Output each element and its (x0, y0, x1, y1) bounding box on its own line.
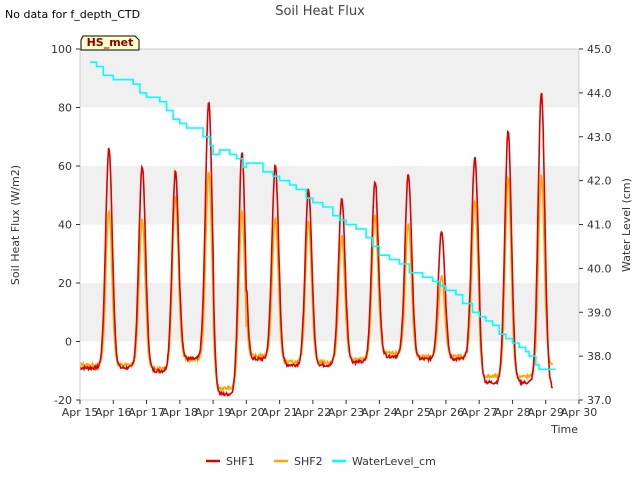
x-tick-label: Apr 19 (195, 406, 232, 419)
y-axis-label: Soil Heat Flux (W/m2) (9, 165, 22, 285)
x-tick-label: Apr 28 (494, 406, 531, 419)
y-tick-label: 0 (65, 336, 72, 349)
series-line-waterlevel (90, 61, 556, 371)
x-tick-label: Apr 20 (228, 406, 265, 419)
x-tick-label: Apr 29 (527, 406, 564, 419)
x-tick-label: Apr 24 (361, 406, 398, 419)
y-tick-label: 80 (58, 102, 72, 115)
background-bands (80, 49, 579, 400)
y2-tick-label: 42.0 (587, 175, 612, 188)
band-80 (80, 49, 579, 108)
band-60 (80, 107, 579, 166)
y-tick-label: -20 (54, 394, 72, 407)
y2-tick-label: 40.0 (587, 262, 612, 275)
x-tick-label: Apr 26 (428, 406, 465, 419)
y2-tick-label: 41.0 (587, 219, 612, 232)
chart-title: Soil Heat Flux (275, 4, 365, 19)
site-badge: HS_met (80, 35, 140, 51)
no-data-note: No data for f_depth_CTD (5, 8, 140, 21)
legend-label-waterlevel: WaterLevel_cm (352, 455, 436, 468)
y-tick-label: 40 (58, 219, 72, 232)
band-20 (80, 224, 579, 283)
legend-label-shf2: SHF2 (294, 455, 323, 468)
y2-tick-label: 38.0 (587, 350, 612, 363)
y2-tick-label: 39.0 (587, 306, 612, 319)
legend: SHF1 SHF2 WaterLevel_cm (206, 455, 436, 468)
y-tick-label: 60 (58, 160, 72, 173)
series-line-shf1 (79, 92, 554, 397)
x-tick-label: Apr 27 (461, 406, 498, 419)
y-tick-label: 100 (51, 43, 72, 56)
x-axis-label: Time (550, 423, 578, 436)
site-badge-label: HS_met (87, 36, 134, 49)
y2-tick-label: 37.0 (587, 394, 612, 407)
band-0 (80, 283, 579, 342)
x-tick-label: Apr 23 (328, 406, 365, 419)
x-tick-label: Apr 16 (95, 406, 132, 419)
band-40 (80, 166, 579, 225)
y2-axis-label: Water Level (cm) (620, 178, 633, 272)
x-tick-label: Apr 21 (261, 406, 298, 419)
legend-item-shf1: SHF1 (206, 455, 255, 468)
y2-tick-label: 44.0 (587, 87, 612, 100)
series-layer (79, 61, 556, 397)
x-tick-label: Apr 17 (128, 406, 165, 419)
x-tick-label: Apr 22 (295, 406, 332, 419)
legend-label-shf1: SHF1 (226, 455, 255, 468)
legend-item-shf2: SHF2 (274, 455, 323, 468)
legend-item-waterlevel: WaterLevel_cm (332, 455, 436, 468)
y2-tick-label: 45.0 (587, 43, 612, 56)
x-tick-label: Apr 15 (62, 406, 99, 419)
y2-tick-label: 43.0 (587, 131, 612, 144)
y-tick-label: 20 (58, 277, 72, 290)
x-tick-label: Apr 25 (394, 406, 431, 419)
x-tick-label: Apr 30 (561, 406, 598, 419)
x-tick-label: Apr 18 (162, 406, 199, 419)
